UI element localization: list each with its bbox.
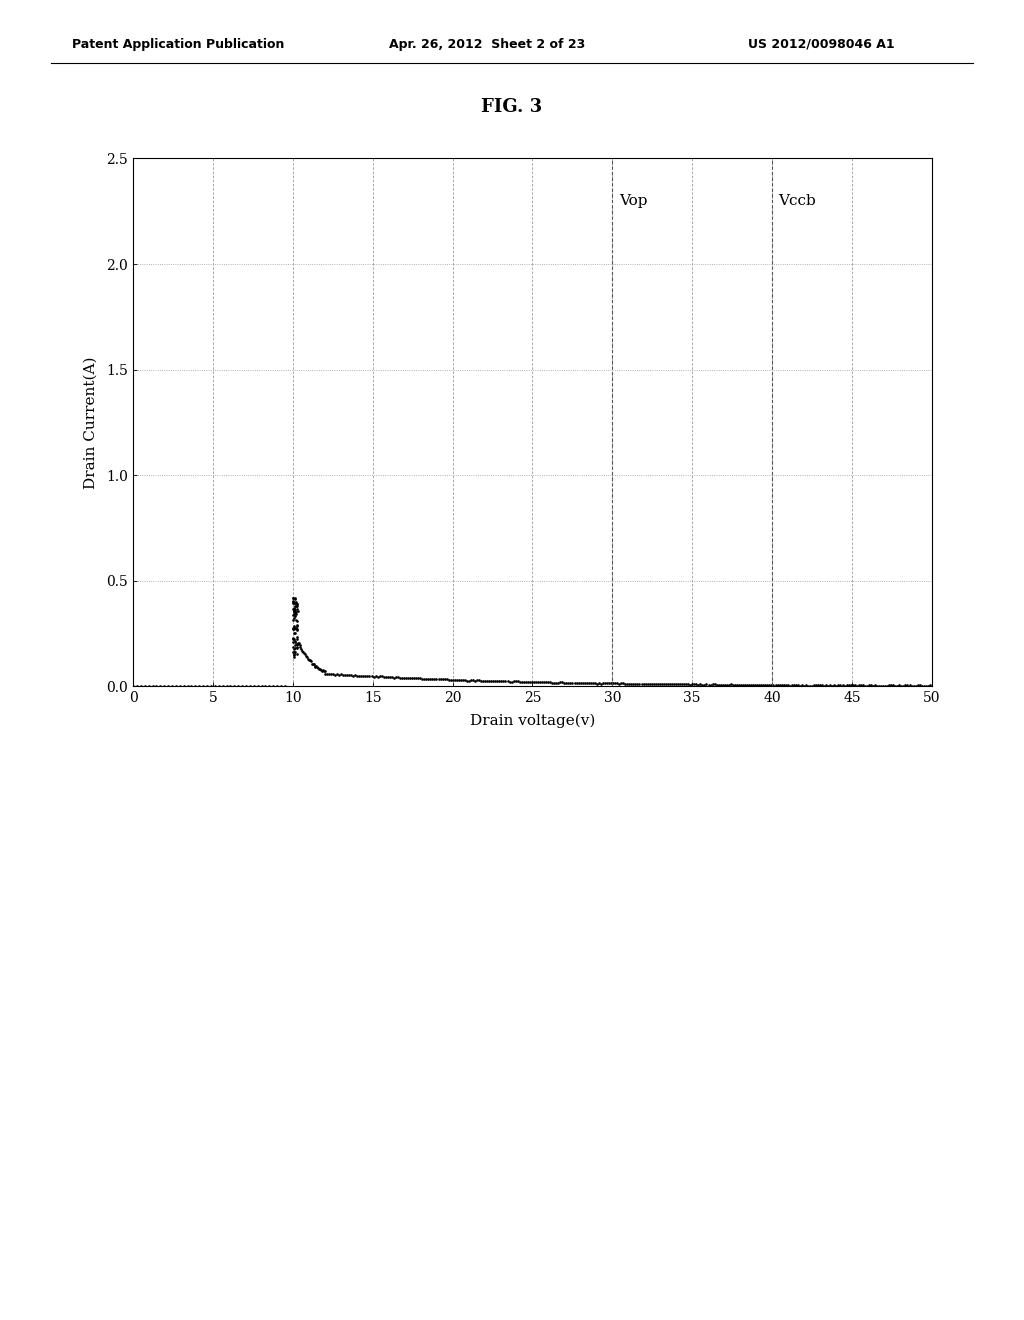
X-axis label: Drain voltage(v): Drain voltage(v) [470, 714, 595, 729]
Y-axis label: Drain Current(A): Drain Current(A) [84, 356, 98, 488]
Text: US 2012/0098046 A1: US 2012/0098046 A1 [748, 37, 894, 50]
Text: Apr. 26, 2012  Sheet 2 of 23: Apr. 26, 2012 Sheet 2 of 23 [389, 37, 586, 50]
Text: Patent Application Publication: Patent Application Publication [72, 37, 284, 50]
Text: Vop: Vop [618, 194, 647, 207]
Text: FIG. 3: FIG. 3 [481, 98, 543, 116]
Text: Vccb: Vccb [778, 194, 816, 207]
